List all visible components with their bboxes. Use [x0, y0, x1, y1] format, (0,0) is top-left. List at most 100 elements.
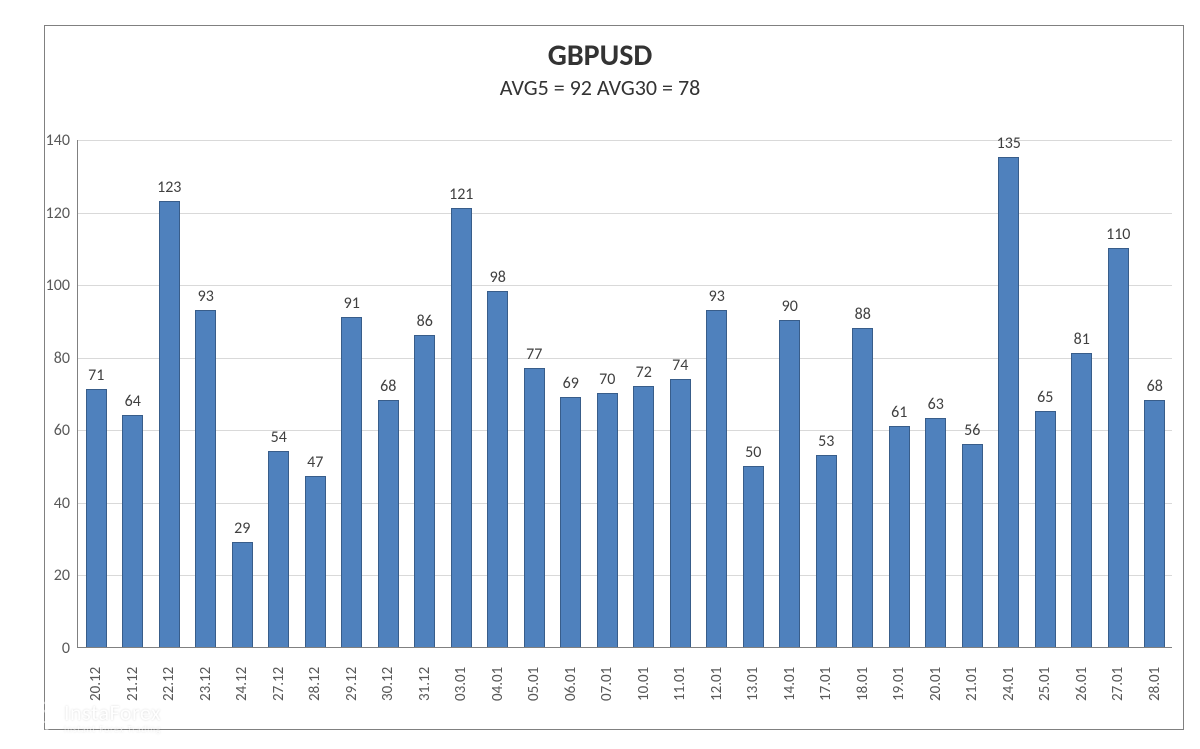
chart-title: GBPUSD	[0, 37, 1200, 74]
bar	[706, 310, 727, 647]
bar	[889, 426, 910, 647]
bar-value-label: 93	[185, 287, 228, 306]
bar-value-label: 54	[258, 428, 301, 447]
y-tick-label: 0	[40, 639, 70, 658]
y-tick-label: 20	[40, 566, 70, 585]
bar-value-label: 123	[148, 178, 191, 197]
bar	[597, 393, 618, 647]
y-tick-label: 140	[40, 131, 70, 150]
bar	[1035, 411, 1056, 647]
x-tick-label: 27.01	[1109, 656, 1127, 712]
bar-value-label: 71	[75, 366, 118, 385]
bar-value-label: 56	[951, 421, 994, 440]
chart-container: GBPUSD AVG5 = 92 AVG30 = 78 020406080100…	[0, 0, 1200, 749]
bar	[122, 415, 143, 647]
bar-value-label: 88	[842, 305, 885, 324]
bar	[779, 320, 800, 647]
bar-value-label: 90	[769, 297, 812, 316]
x-tick-label: 31.12	[416, 656, 434, 712]
x-tick-label: 06.01	[562, 656, 580, 712]
x-tick-label: 30.12	[379, 656, 397, 712]
watermark-brand: InstaForex	[64, 699, 161, 726]
bar-value-label: 135	[988, 134, 1031, 153]
bar	[743, 466, 764, 647]
x-tick-label: 22.12	[160, 656, 178, 712]
x-tick-label: 29.12	[343, 656, 361, 712]
bar	[378, 400, 399, 647]
x-tick-label: 25.01	[1036, 656, 1054, 712]
x-tick-label: 10.01	[635, 656, 653, 712]
x-tick-label: 04.01	[489, 656, 507, 712]
bar	[159, 201, 180, 647]
bar-value-label: 86	[404, 312, 447, 331]
watermark-text: InstaForex Instant Forex Trading	[64, 699, 161, 735]
x-tick-label: 03.01	[452, 656, 470, 712]
bar	[451, 208, 472, 647]
bar-value-label: 81	[1061, 330, 1104, 349]
x-tick-label: 19.01	[890, 656, 908, 712]
x-tick-label: 20.01	[927, 656, 945, 712]
subtitle-avg30-value: 78	[678, 74, 700, 101]
bar	[925, 418, 946, 647]
x-tick-label: 14.01	[781, 656, 799, 712]
watermark-logo-icon	[20, 700, 54, 734]
x-tick-label: 05.01	[525, 656, 543, 712]
x-tick-label: 28.01	[1146, 656, 1164, 712]
watermark-tagline: Instant Forex Trading	[64, 724, 161, 735]
y-tick-label: 100	[40, 276, 70, 295]
bar	[86, 389, 107, 647]
title-block: GBPUSD AVG5 = 92 AVG30 = 78	[0, 37, 1200, 101]
bar	[268, 451, 289, 647]
x-tick-label: 24.12	[233, 656, 251, 712]
chart-subtitle: AVG5 = 92 AVG30 = 78	[0, 74, 1200, 101]
bar-value-label: 91	[331, 294, 374, 313]
bar	[524, 368, 545, 647]
bar-value-label: 63	[915, 395, 958, 414]
bar-value-label: 47	[294, 453, 337, 472]
x-tick-label: 18.01	[854, 656, 872, 712]
bar	[195, 310, 216, 647]
bar-value-label: 110	[1097, 225, 1140, 244]
bar-value-label: 98	[477, 268, 520, 287]
x-tick-label: 17.01	[817, 656, 835, 712]
bar	[341, 317, 362, 647]
bar-value-label: 29	[221, 519, 264, 538]
bar	[816, 455, 837, 647]
y-tick-label: 120	[40, 204, 70, 223]
bar	[414, 335, 435, 647]
y-tick-label: 80	[40, 349, 70, 368]
bar	[852, 328, 873, 647]
y-tick-label: 40	[40, 494, 70, 513]
x-tick-label: 27.12	[270, 656, 288, 712]
bar	[232, 542, 253, 647]
bar-value-label: 53	[805, 432, 848, 451]
y-tick-label: 60	[40, 421, 70, 440]
x-tick-label: 07.01	[598, 656, 616, 712]
bar-value-label: 121	[440, 185, 483, 204]
bar	[487, 291, 508, 647]
bar	[560, 397, 581, 647]
x-tick-label: 11.01	[671, 656, 689, 712]
x-tick-label: 13.01	[744, 656, 762, 712]
bar-value-label: 93	[696, 287, 739, 306]
x-tick-label: 28.12	[306, 656, 324, 712]
bar	[670, 379, 691, 648]
subtitle-avg5-value: 92	[570, 74, 592, 101]
bar-value-label: 74	[659, 356, 702, 375]
bar	[1144, 400, 1165, 647]
bar-value-label: 68	[1134, 377, 1177, 396]
subtitle-avg30-prefix: AVG30 =	[592, 74, 678, 101]
x-tick-label: 12.01	[708, 656, 726, 712]
bar	[633, 386, 654, 647]
bar-value-label: 64	[112, 392, 155, 411]
subtitle-avg5-prefix: AVG5 =	[500, 74, 570, 101]
bar-value-label: 65	[1024, 388, 1067, 407]
bar	[305, 476, 326, 647]
bar	[962, 444, 983, 647]
x-tick-label: 23.12	[197, 656, 215, 712]
bar-value-label: 68	[367, 377, 410, 396]
bar	[998, 157, 1019, 647]
plot-area: 0204060801001201407120.126421.1212322.12…	[77, 140, 1172, 648]
bar	[1071, 353, 1092, 647]
x-tick-label: 24.01	[1000, 656, 1018, 712]
